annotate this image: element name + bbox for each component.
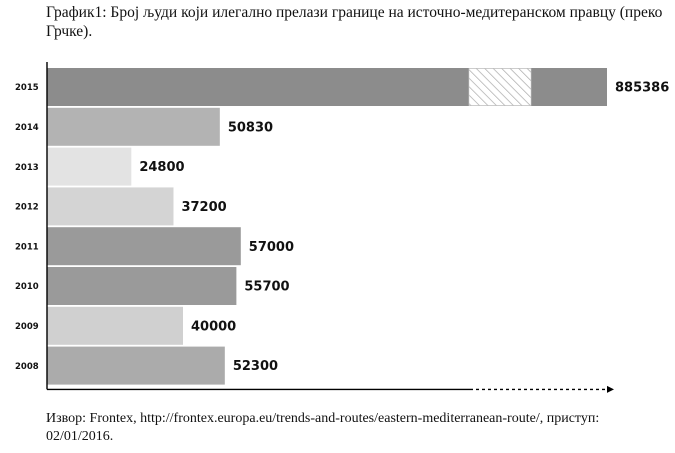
bars-layer: 2015 885386 2014 50830 2013 24800 2012 37200 201… bbox=[15, 68, 669, 385]
data-label-2015: 885386 bbox=[615, 81, 669, 96]
bar-2014 bbox=[47, 107, 220, 146]
tick-label-2008: 2008 bbox=[15, 362, 39, 372]
data-label-2014: 50830 bbox=[228, 120, 273, 135]
bar-2008 bbox=[47, 346, 225, 385]
bar-2011 bbox=[47, 227, 241, 266]
chart-title: График1: Број људи који илегално прелази… bbox=[46, 4, 663, 40]
bar-2009 bbox=[47, 306, 183, 345]
tick-label-2012: 2012 bbox=[15, 203, 39, 213]
tick-label-2011: 2011 bbox=[15, 242, 39, 252]
tick-label-2013: 2013 bbox=[15, 163, 39, 173]
data-label-2009: 40000 bbox=[191, 319, 236, 334]
tick-label-2009: 2009 bbox=[15, 322, 39, 332]
bar-2010 bbox=[47, 267, 237, 305]
bar-2013 bbox=[47, 147, 132, 186]
data-label-2008: 52300 bbox=[233, 359, 278, 374]
tick-label-2010: 2010 bbox=[15, 282, 39, 292]
data-label-2010: 55700 bbox=[244, 280, 289, 295]
tick-label-2014: 2014 bbox=[15, 123, 39, 133]
axis-break-hatch bbox=[468, 68, 532, 106]
bar-2012 bbox=[47, 187, 174, 226]
data-label-2011: 57000 bbox=[249, 240, 294, 255]
data-label-2013: 24800 bbox=[139, 160, 184, 175]
data-label-2012: 37200 bbox=[181, 200, 226, 215]
x-axis-arrow bbox=[607, 385, 614, 393]
tick-label-2015: 2015 bbox=[15, 83, 39, 93]
source-note: Извор: Frontex, http://frontex.europa.eu… bbox=[46, 411, 600, 444]
axes-layer bbox=[46, 62, 614, 393]
